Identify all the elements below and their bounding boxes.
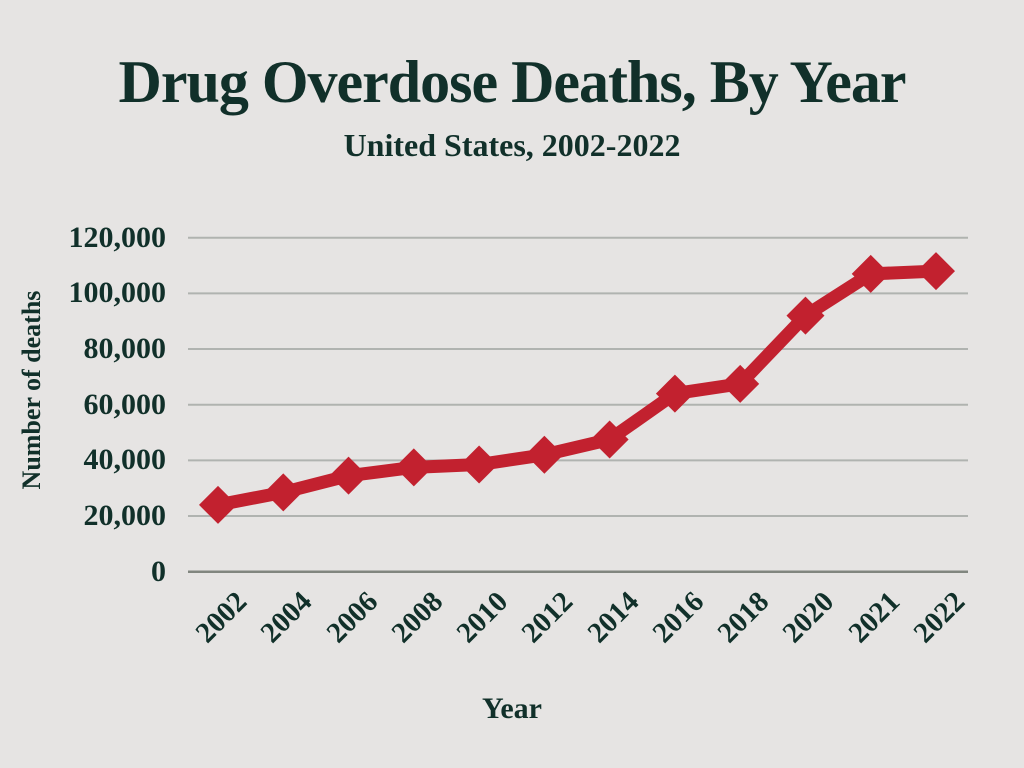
data-point-2020	[786, 296, 825, 335]
data-point-2018	[721, 364, 760, 403]
x-axis-title: Year	[482, 692, 542, 725]
y-tick-label: 40,000	[83, 443, 167, 477]
chart-subtitle: United States, 2002-2022	[343, 127, 681, 163]
y-tick-label: 20,000	[83, 499, 167, 533]
data-point-2021	[851, 254, 890, 293]
data-point-2014	[590, 420, 629, 459]
data-point-2012	[525, 435, 564, 474]
y-tick-label: 60,000	[83, 387, 167, 421]
data-line	[211, 264, 943, 512]
y-tick-label: 0	[151, 554, 166, 588]
y-tick-label: 120,000	[68, 220, 167, 254]
data-point-2006	[329, 456, 368, 495]
data-point-2004	[264, 473, 303, 512]
data-point-2022	[917, 252, 955, 291]
y-tick-label: 100,000	[68, 276, 167, 310]
y-tick-label: 80,000	[83, 332, 167, 366]
data-point-2002	[199, 485, 237, 524]
chart-title: Drug Overdose Deaths, By Year	[118, 49, 906, 115]
data-point-2010	[460, 445, 499, 484]
data-point-2008	[394, 448, 433, 487]
data-point-2016	[655, 374, 694, 413]
